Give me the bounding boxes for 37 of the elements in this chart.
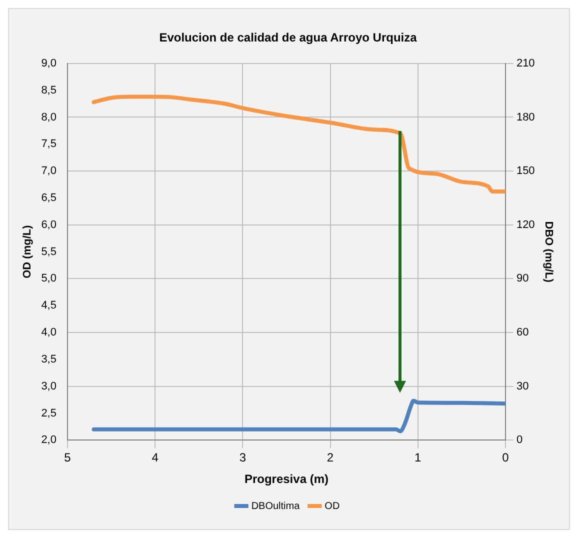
x-tick-label: 0 (502, 450, 510, 465)
y-tick-label: 7,5 (41, 138, 56, 150)
y-tick-label: 7,0 (41, 165, 56, 178)
line-series (92, 94, 506, 194)
y-tick-label: 6,0 (41, 218, 56, 231)
y2-tick-label: 30 (516, 380, 529, 392)
y-tick-label: 2,0 (41, 434, 56, 446)
y-tick-label: 4,0 (41, 326, 56, 339)
x-tick-label: 1 (414, 450, 422, 465)
x-tick-label: 4 (152, 450, 159, 465)
y-axis-title: OD (mg/L) (22, 224, 34, 278)
chart-title: Evolucion de calidad de agua Arroyo Urquiza (159, 30, 418, 45)
y-tick-label: 6,5 (41, 192, 56, 204)
x-tick-label: 2 (326, 450, 334, 465)
y2-tick-label: 0 (516, 434, 523, 446)
y2-tick-label: 150 (516, 165, 535, 178)
legend-label: DBOultima (251, 500, 300, 512)
y-tick-label: 9,0 (41, 57, 56, 70)
y-tick-label: 3,0 (41, 380, 56, 392)
line-series (92, 398, 506, 434)
y2-tick-label: 120 (516, 218, 535, 231)
y2-tick-label: 60 (516, 326, 529, 339)
x-axis-title: Progresiva (m) (244, 472, 328, 486)
y2-tick-label: 90 (516, 272, 529, 285)
x-tick-label: 5 (64, 450, 72, 465)
y-tick-label: 5,5 (41, 246, 56, 258)
y-tick-label: 8,0 (41, 111, 56, 124)
y2-axis-title: DBO (mg/L) (542, 221, 554, 283)
y2-tick-label: 180 (516, 111, 535, 124)
y-tick-label: 4,5 (41, 300, 56, 312)
y-tick-label: 3,5 (41, 353, 56, 366)
legend-label: OD (324, 500, 340, 512)
y2-tick-label: 210 (516, 57, 535, 70)
y-tick-label: 8,5 (41, 84, 56, 96)
x-tick-label: 3 (239, 450, 246, 465)
y-tick-label: 5,0 (41, 272, 56, 285)
y-tick-label: 2,5 (41, 407, 56, 420)
